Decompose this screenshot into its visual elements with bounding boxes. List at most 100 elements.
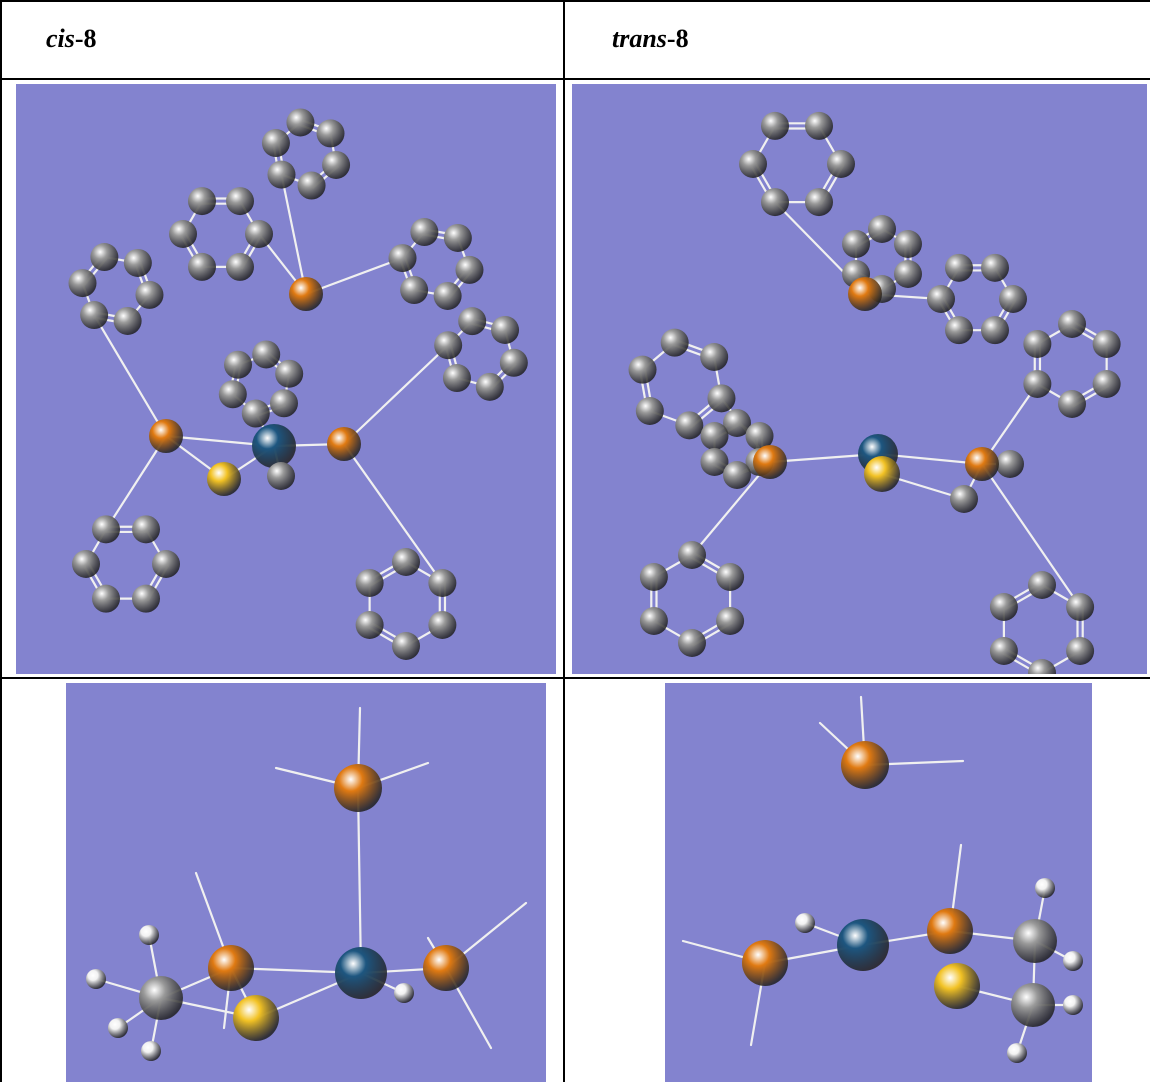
carbon-atom [945, 253, 973, 282]
hydrogen-atom [1063, 951, 1083, 971]
carbon-atom [950, 485, 978, 513]
carbon-atom [639, 563, 668, 591]
carbon-atom [355, 569, 384, 597]
heading-prefix: trans [612, 24, 667, 53]
carbon-atom [805, 111, 833, 140]
carbon-atom [1028, 571, 1056, 599]
carbon-atom [226, 187, 254, 216]
carbon-atom [491, 315, 520, 344]
carbon-atom [267, 160, 296, 189]
trans-8-full-model-image [572, 84, 1147, 674]
hydrogen-atom [139, 925, 159, 945]
carbon-atom [1011, 983, 1055, 1027]
carbon-atom [842, 230, 871, 258]
carbon-atom [1023, 370, 1052, 398]
carbon-atom [761, 188, 789, 217]
carbon-atom [707, 384, 736, 413]
carbon-atom [132, 515, 160, 544]
carbon-atom [660, 328, 689, 357]
carbon-atom [443, 223, 472, 252]
metal-atom [335, 947, 387, 999]
phosphorus-atom [149, 419, 183, 453]
carbon-atom [392, 632, 420, 660]
carbon-atom [261, 129, 290, 158]
carbon-atom [716, 607, 745, 635]
hydrogen-atom [795, 913, 815, 933]
carbon-atom [639, 607, 668, 635]
carbon-atom [224, 350, 253, 379]
sulfur-atom [207, 462, 241, 496]
carbon-atom [927, 285, 955, 313]
carbon-atom [218, 380, 247, 409]
carbon-atom [475, 372, 504, 401]
carbon-atom [723, 461, 751, 489]
phosphorus-atom [841, 741, 889, 789]
carbon-atom [458, 307, 487, 336]
column-heading-cis: cis-8 [46, 24, 97, 54]
carbon-atom [700, 343, 729, 372]
hydrogen-atom [394, 983, 414, 1003]
carbon-atom [1066, 637, 1095, 665]
phosphorus-atom [742, 940, 788, 986]
phosphorus-atom [965, 447, 999, 481]
carbon-atom [275, 359, 304, 388]
carbon-atom [392, 548, 420, 576]
carbon-atom [700, 422, 729, 450]
carbon-atom [123, 248, 152, 277]
table-rule-middle [0, 677, 1150, 679]
bond-line [93, 313, 168, 438]
carbon-atom [675, 411, 704, 440]
heading-suffix: -8 [666, 24, 689, 53]
carbon-atom [455, 255, 484, 284]
carbon-atom [981, 316, 1009, 345]
carbon-atom [434, 331, 463, 360]
carbon-atom [316, 119, 345, 148]
phosphorus-atom [208, 945, 254, 991]
carbon-atom [827, 150, 855, 178]
metal-atom [252, 424, 296, 468]
carbon-atom [80, 301, 109, 330]
table-rule-top [0, 0, 1150, 2]
hydrogen-atom [1035, 878, 1055, 898]
carbon-atom [761, 111, 789, 140]
carbon-atom [442, 364, 471, 393]
carbon-atom [678, 629, 706, 657]
carbon-atom [635, 396, 664, 425]
carbon-atom [400, 276, 429, 305]
carbon-atom [322, 150, 351, 179]
carbon-atom [135, 280, 164, 309]
bond-line [342, 442, 444, 585]
carbon-atom [388, 244, 417, 273]
sulfur-atom [864, 456, 900, 492]
phosphorus-atom [334, 764, 382, 812]
carbon-atom [981, 253, 1009, 282]
carbon-atom [226, 252, 254, 281]
carbon-atom [700, 448, 729, 476]
bond-line [280, 173, 308, 296]
carbon-atom [92, 584, 120, 613]
carbon-atom [1066, 593, 1095, 621]
carbon-atom [139, 976, 183, 1020]
carbon-atom [245, 220, 273, 248]
table-rule-left [0, 0, 2, 1082]
carbon-atom [499, 348, 528, 377]
carbon-atom [428, 569, 457, 597]
carbon-atom [868, 215, 896, 243]
carbon-atom [269, 389, 298, 418]
carbon-atom [252, 340, 281, 369]
table-rule-header [0, 78, 1150, 80]
carbon-atom [678, 541, 706, 569]
carbon-atom [410, 218, 439, 247]
carbon-atom [428, 611, 457, 639]
phosphorus-atom [423, 945, 469, 991]
carbon-atom [113, 306, 142, 335]
carbon-atom [188, 252, 216, 281]
carbon-atom [628, 355, 657, 384]
carbon-atom [267, 462, 295, 490]
carbon-atom [716, 563, 745, 591]
hydrogen-atom [1063, 995, 1083, 1015]
column-heading-trans: trans-8 [612, 24, 689, 54]
carbon-atom [893, 260, 922, 288]
hydrogen-atom [108, 1018, 128, 1038]
